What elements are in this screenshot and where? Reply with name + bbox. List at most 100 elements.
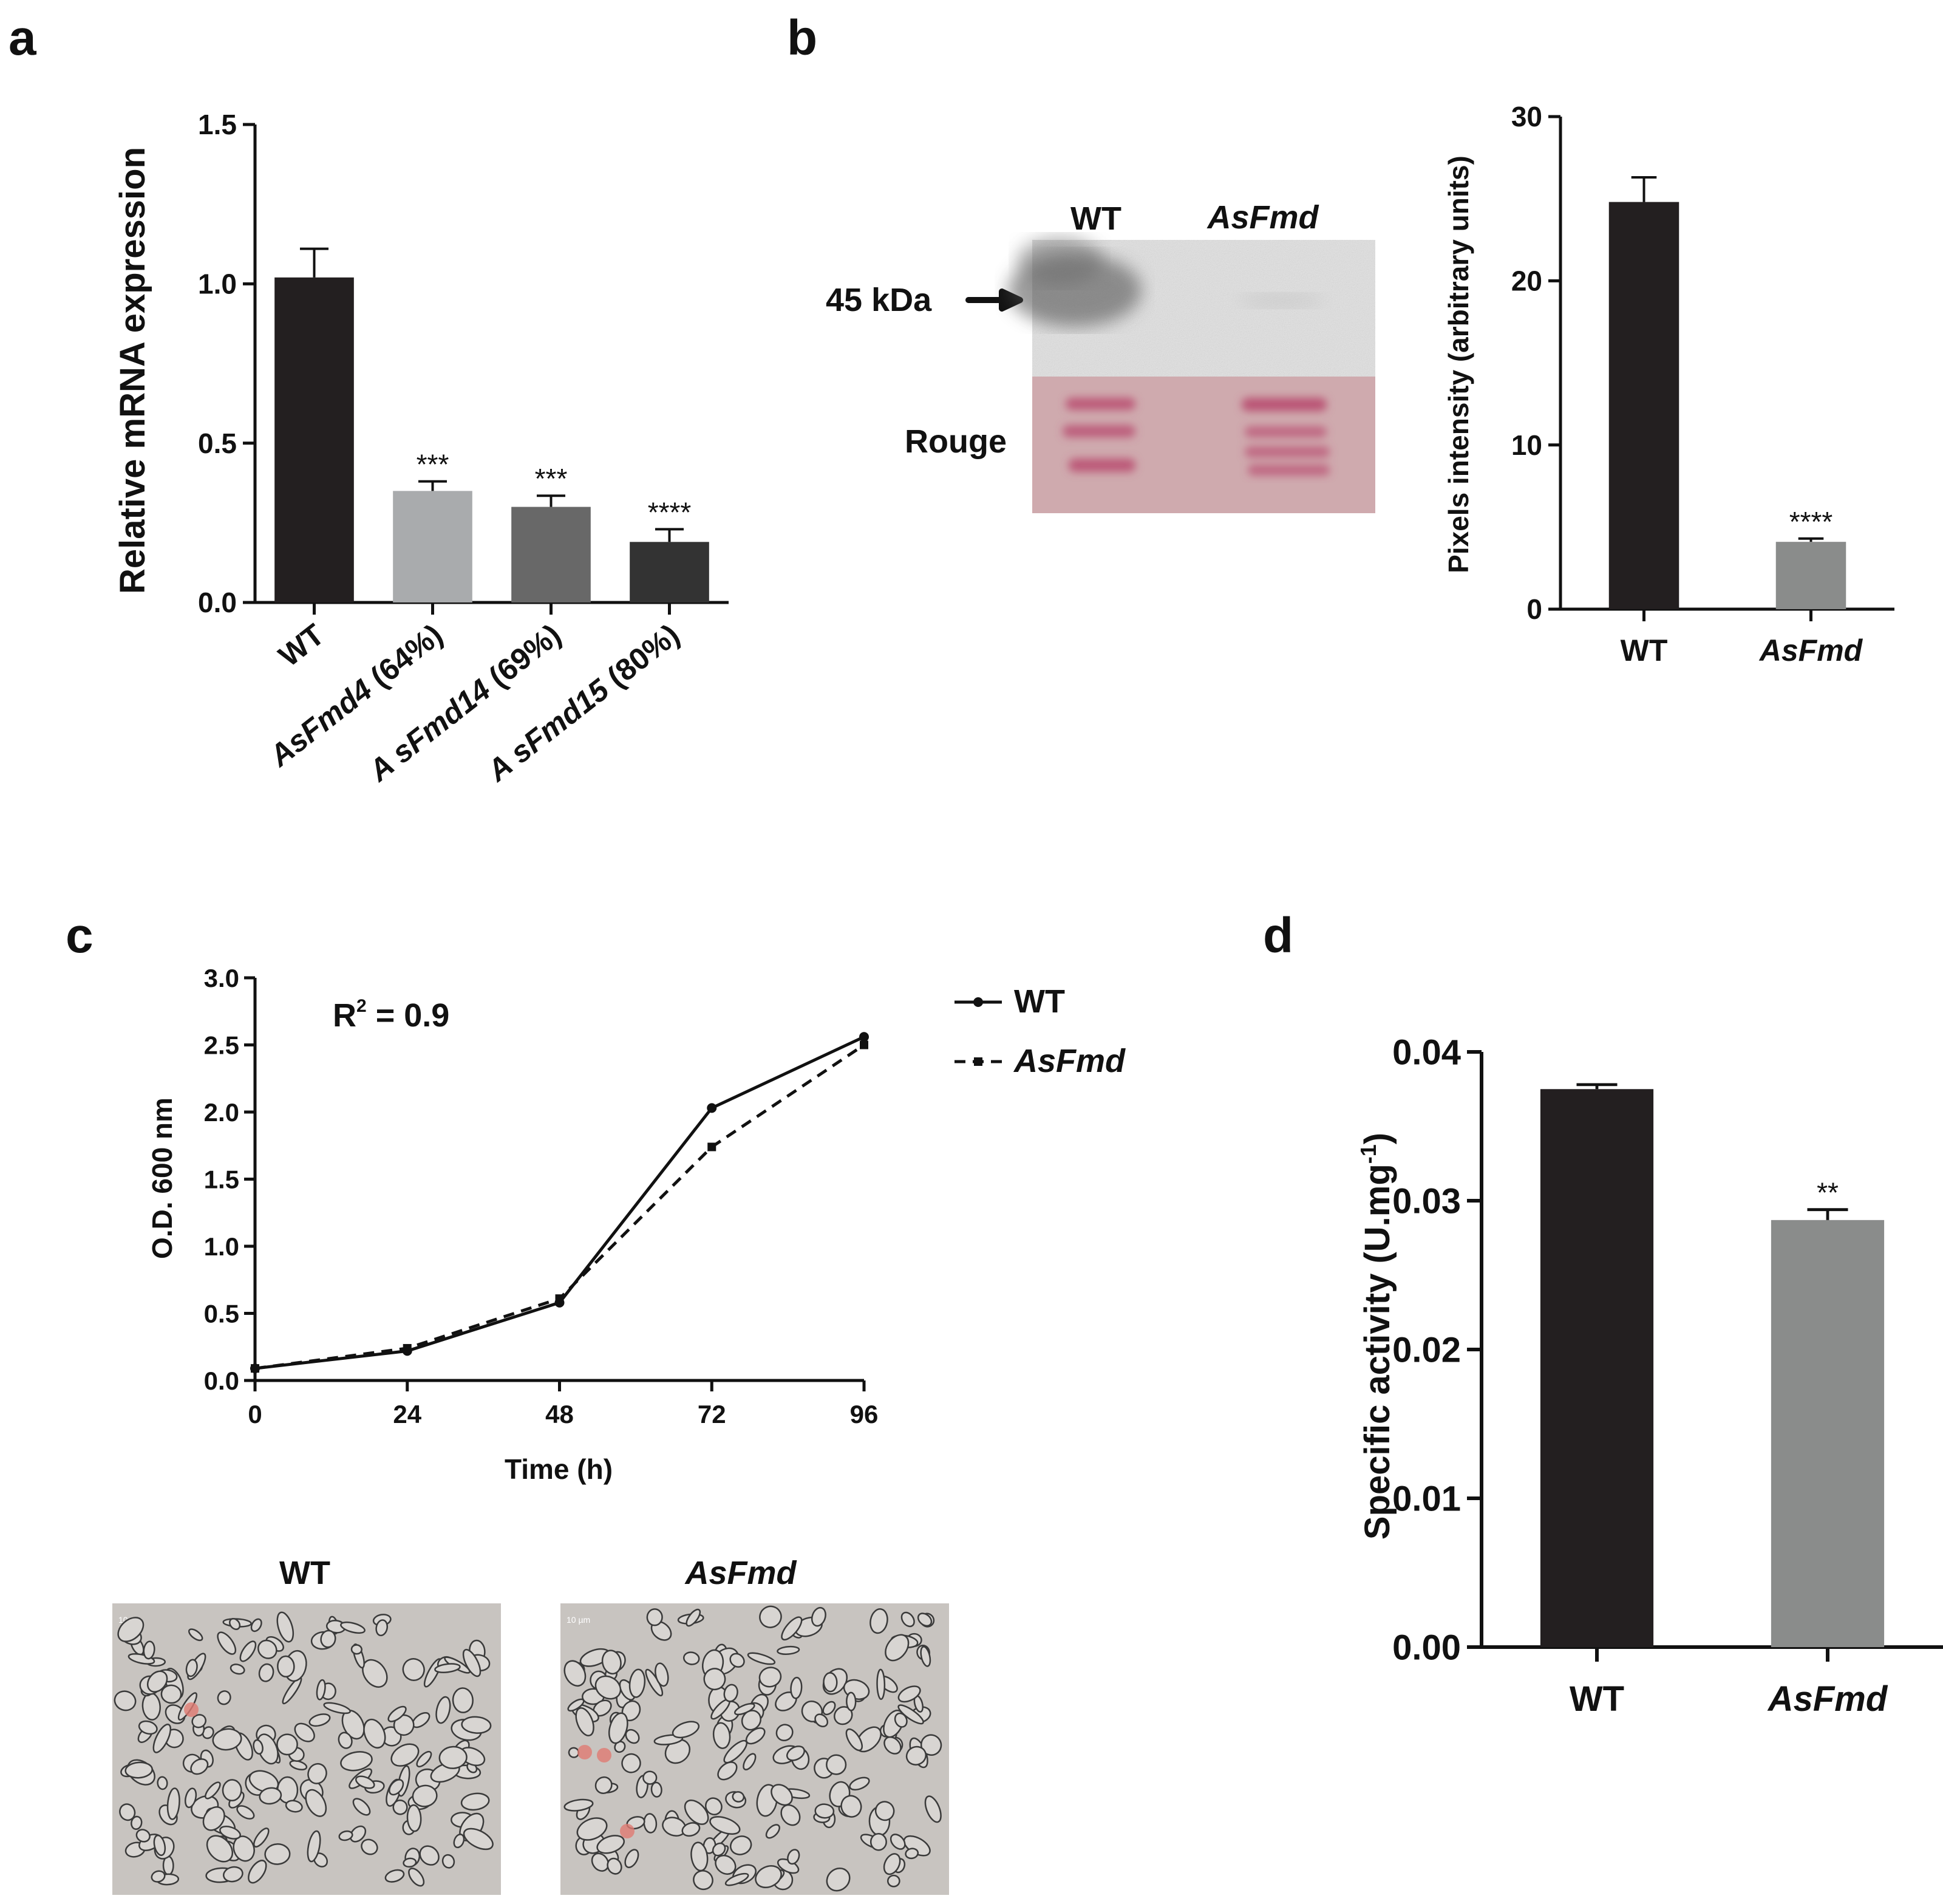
micrograph-cell (277, 1655, 295, 1678)
chart-c-xlabel: Time (h) (505, 1453, 613, 1485)
micrograph-cell (822, 1701, 836, 1716)
chart-b-category-label: WT (1621, 633, 1668, 667)
chart-d-ytick-label: 0.01 (1392, 1479, 1461, 1518)
micrograph-cell (184, 1787, 197, 1809)
micrograph-cell (390, 1743, 420, 1767)
chart-c-ylabel: O.D. 600 nm (146, 1097, 178, 1259)
panel-label-b: b (787, 10, 817, 66)
blot-marker-label: 45 kDa (826, 282, 932, 318)
micrograph-cell (790, 1676, 803, 1699)
rouge-membrane (1032, 377, 1375, 513)
chart-c-point (707, 1103, 717, 1113)
micrograph-cell (438, 1745, 468, 1769)
micrograph-cell (361, 1838, 378, 1855)
micrograph-cell (350, 1644, 362, 1655)
chart-d-significance: ** (1817, 1177, 1839, 1209)
micrograph-cell (628, 1668, 646, 1698)
micrograph-cell (355, 1775, 375, 1789)
micrograph-cell (703, 1668, 726, 1691)
micrograph-cell (119, 1803, 136, 1821)
micrograph-cell (747, 1652, 776, 1665)
micrograph-cell (462, 1648, 481, 1677)
micrograph-cell (811, 1606, 826, 1627)
micrograph-cell (849, 1776, 870, 1791)
micrograph-cell (253, 1739, 264, 1755)
chart-c-ytick-label: 2.0 (204, 1098, 239, 1127)
blot-lane-asfmd: AsFmd (1206, 199, 1319, 236)
micrograph-cell (886, 1874, 900, 1888)
chart-a-bar (630, 542, 709, 602)
micrograph-cell (840, 1795, 862, 1818)
micrograph-cell (441, 1854, 455, 1869)
micrograph-cell (229, 1617, 241, 1630)
western-blot: WT AsFmd 45 kDa Rouge (826, 199, 1375, 513)
micrograph-cell (690, 1841, 709, 1872)
micrograph-cell (294, 1722, 315, 1742)
micrograph-cell (190, 1758, 209, 1775)
chart-c-legend-label: AsFmd (1013, 1043, 1126, 1079)
micrograph-cell (575, 1707, 594, 1736)
micrograph-cell (845, 1728, 863, 1752)
micrograph-cell (160, 1684, 182, 1704)
micrograph-cell (905, 1745, 927, 1766)
micrograph-wt: 10 µm (112, 1603, 501, 1895)
micrograph-cell (135, 1829, 151, 1843)
micrograph-asfmd-scale: 10 µm (567, 1615, 590, 1625)
micrograph-cell (408, 1868, 425, 1887)
micrograph-cell (276, 1611, 294, 1643)
micrograph-cell (869, 1833, 887, 1851)
micrograph-red-cell (577, 1745, 592, 1759)
chart-d-bar (1540, 1089, 1654, 1647)
micrograph-cell (885, 1634, 910, 1662)
chart-b-bar (1775, 542, 1846, 609)
blot-lane-wt: WT (1070, 200, 1121, 237)
blot-smear-wt (1017, 237, 1102, 285)
micrograph-cell (206, 1835, 234, 1863)
chart-a-ytick-label: 0.5 (198, 428, 237, 459)
micrograph-cell (412, 1784, 438, 1807)
micrograph-cell (402, 1658, 425, 1681)
rouge-bands (1063, 398, 1330, 476)
micrograph-cell (608, 1712, 628, 1744)
micrograph-cell (775, 1724, 794, 1742)
micrograph-cell (693, 1870, 713, 1891)
micrograph-cell (285, 1800, 303, 1813)
micrograph-cell (463, 1827, 494, 1851)
micrograph-cell (920, 1646, 931, 1667)
micrograph-cell (253, 1827, 270, 1848)
micrograph-cell (814, 1803, 835, 1819)
chart-c-point (860, 1040, 868, 1049)
micrograph-cell (890, 1834, 906, 1850)
micrograph-cell (239, 1640, 257, 1662)
micrograph-cell (596, 1835, 625, 1854)
micrograph-cell (765, 1824, 780, 1839)
micrograph-cell (780, 1804, 801, 1826)
chart-c-series-line-1 (254, 1043, 865, 1370)
chart-b-pixel-intensity: Pixels intensity (arbitrary units) 0 10 20… (1443, 101, 1894, 667)
micrograph-cell (826, 1754, 847, 1775)
micrograph-cell (781, 1616, 803, 1641)
micrograph-cell (152, 1723, 172, 1753)
chart-a-ytick-label: 0.0 (198, 587, 237, 618)
micrograph-cell (724, 1872, 749, 1886)
micrograph-cell (826, 1867, 851, 1892)
micrograph-cell (712, 1842, 726, 1857)
micrograph-cell (905, 1848, 919, 1860)
micrograph-red-cell (184, 1702, 199, 1717)
micrograph-cell (563, 1798, 594, 1812)
micrograph-cell (681, 1822, 701, 1837)
micrograph-cell (143, 1640, 155, 1660)
micrograph-cell (258, 1663, 274, 1682)
micrograph-cell (712, 1722, 731, 1749)
micrograph-cell (308, 1713, 331, 1727)
micrograph-cell (248, 1770, 279, 1793)
chart-c-xtick-label: 0 (248, 1400, 262, 1428)
micrograph-cell (419, 1845, 440, 1866)
micrograph-cell (682, 1651, 700, 1665)
micrograph-cell (388, 1779, 404, 1796)
micrograph-cell (363, 1718, 386, 1749)
micrograph-cell (621, 1753, 641, 1773)
chart-c-ytick-label: 3.0 (204, 964, 239, 992)
chart-c-point (251, 1364, 259, 1373)
